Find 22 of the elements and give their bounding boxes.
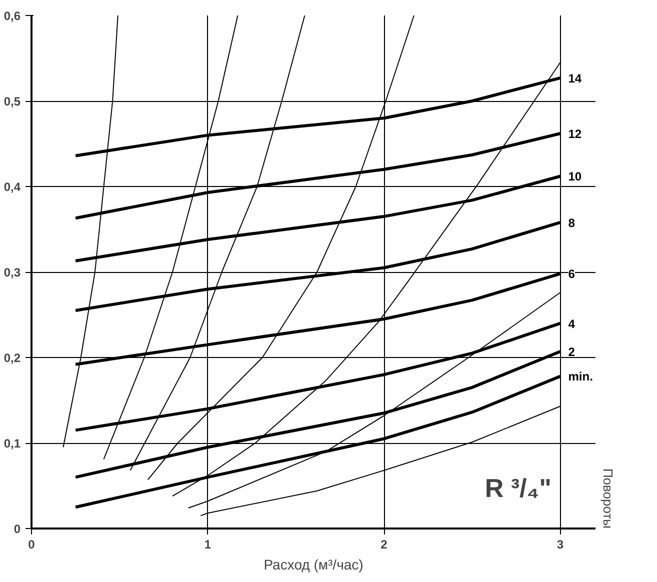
y-tick-label: 0,6	[4, 9, 21, 23]
x-tick-label: 3	[556, 538, 564, 552]
y-tick-label: 0,2	[4, 351, 21, 365]
series-label: 10	[568, 170, 582, 184]
y-tick-label: 0,4	[4, 180, 21, 194]
x-tick-label: 0	[28, 538, 36, 552]
legend-title: Повороты	[600, 468, 616, 529]
y-tick-label: 0,5	[4, 94, 21, 108]
series-label: min.	[568, 369, 593, 384]
y-tick-label: 0,3	[4, 266, 21, 280]
series-label: 8	[568, 216, 576, 230]
x-tick-label: 2	[380, 538, 388, 552]
y-tick-label: 0,1	[4, 436, 21, 450]
series-label: 12	[568, 126, 582, 141]
series-label: 14	[568, 71, 582, 86]
x-axis-title: Расход (м³/час)	[264, 556, 364, 572]
series-label: 2	[568, 345, 576, 360]
x-tick-label: 1	[204, 538, 212, 552]
series-label: 6	[568, 267, 576, 282]
y-tick-label: 0	[14, 522, 21, 536]
series-label: 4	[568, 316, 576, 331]
annotation: R ³/₄"	[484, 472, 552, 503]
